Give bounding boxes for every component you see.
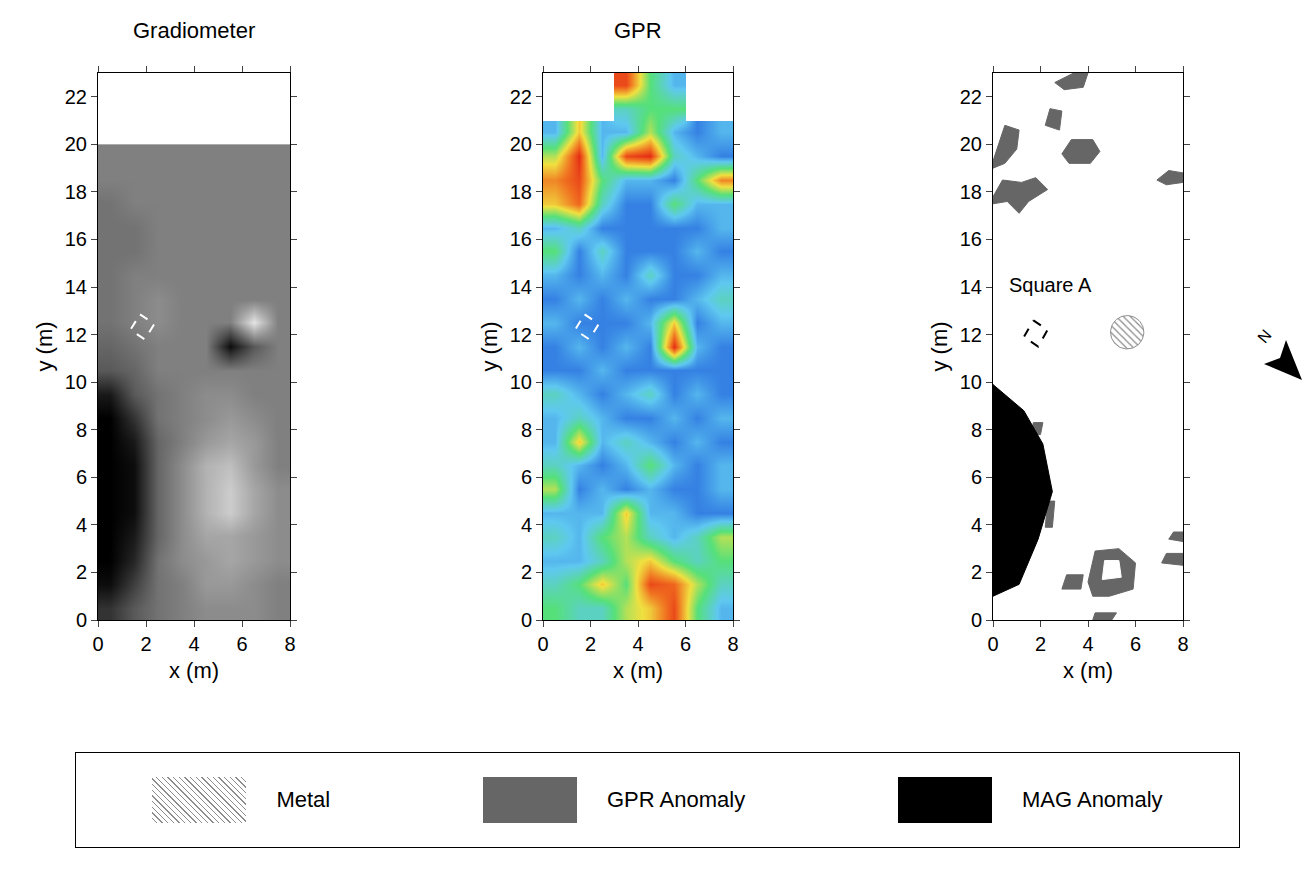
svg-text:x (m): x (m) xyxy=(1063,658,1113,683)
svg-text:16: 16 xyxy=(960,228,982,250)
svg-text:4: 4 xyxy=(1082,633,1093,655)
svg-text:8: 8 xyxy=(727,633,738,655)
svg-text:2: 2 xyxy=(1035,633,1046,655)
html-text:GPR Anomaly: GPR Anomaly xyxy=(607,787,746,812)
svg-text:0: 0 xyxy=(971,609,982,631)
svg-text:6: 6 xyxy=(971,466,982,488)
html-text:Metal: Metal xyxy=(276,787,331,812)
svg-text:6: 6 xyxy=(76,466,87,488)
svg-text:y (m): y (m) xyxy=(32,321,57,371)
svg-text:18: 18 xyxy=(510,181,532,203)
svg-text:0: 0 xyxy=(92,633,103,655)
svg-text:2: 2 xyxy=(76,561,87,583)
svg-text:22: 22 xyxy=(65,86,87,108)
svg-text:6: 6 xyxy=(1130,633,1141,655)
svg-text:10: 10 xyxy=(960,371,982,393)
svg-text:8: 8 xyxy=(284,633,295,655)
svg-text:20: 20 xyxy=(960,133,982,155)
svg-text:16: 16 xyxy=(65,228,87,250)
svg-text:8: 8 xyxy=(76,419,87,441)
svg-text:20: 20 xyxy=(510,133,532,155)
svg-text:4: 4 xyxy=(971,514,982,536)
svg-text:8: 8 xyxy=(1177,633,1188,655)
svg-text:16: 16 xyxy=(510,228,532,250)
svg-text:2: 2 xyxy=(521,561,532,583)
svg-text:14: 14 xyxy=(65,276,87,298)
html-text:MAG Anomaly: MAG Anomaly xyxy=(1022,787,1163,812)
svg-text:18: 18 xyxy=(65,181,87,203)
svg-text:y (m): y (m) xyxy=(927,321,952,371)
svg-text:4: 4 xyxy=(76,514,87,536)
svg-text:2: 2 xyxy=(140,633,151,655)
svg-text:14: 14 xyxy=(960,276,982,298)
svg-text:12: 12 xyxy=(65,324,87,346)
svg-text:4: 4 xyxy=(632,633,643,655)
svg-text:y (m): y (m) xyxy=(477,321,502,371)
svg-text:10: 10 xyxy=(65,371,87,393)
svg-text:0: 0 xyxy=(537,633,548,655)
svg-text:8: 8 xyxy=(971,419,982,441)
svg-text:6: 6 xyxy=(236,633,247,655)
svg-text:12: 12 xyxy=(960,324,982,346)
svg-text:6: 6 xyxy=(680,633,691,655)
svg-text:Gradiometer: Gradiometer xyxy=(133,18,255,43)
svg-text:8: 8 xyxy=(521,419,532,441)
svg-text:2: 2 xyxy=(585,633,596,655)
svg-text:x (m): x (m) xyxy=(613,658,663,683)
svg-text:N: N xyxy=(1254,326,1274,346)
svg-text:Square A: Square A xyxy=(1009,274,1092,296)
svg-text:6: 6 xyxy=(521,466,532,488)
svg-text:x (m): x (m) xyxy=(169,658,219,683)
svg-text:10: 10 xyxy=(510,371,532,393)
svg-text:22: 22 xyxy=(510,86,532,108)
svg-text:14: 14 xyxy=(510,276,532,298)
svg-text:22: 22 xyxy=(960,86,982,108)
svg-text:4: 4 xyxy=(521,514,532,536)
svg-text:GPR: GPR xyxy=(614,18,662,43)
svg-text:0: 0 xyxy=(987,633,998,655)
svg-text:0: 0 xyxy=(76,609,87,631)
svg-text:12: 12 xyxy=(510,324,532,346)
svg-text:0: 0 xyxy=(521,609,532,631)
svg-text:18: 18 xyxy=(960,181,982,203)
svg-text:4: 4 xyxy=(188,633,199,655)
svg-text:20: 20 xyxy=(65,133,87,155)
svg-text:2: 2 xyxy=(971,561,982,583)
